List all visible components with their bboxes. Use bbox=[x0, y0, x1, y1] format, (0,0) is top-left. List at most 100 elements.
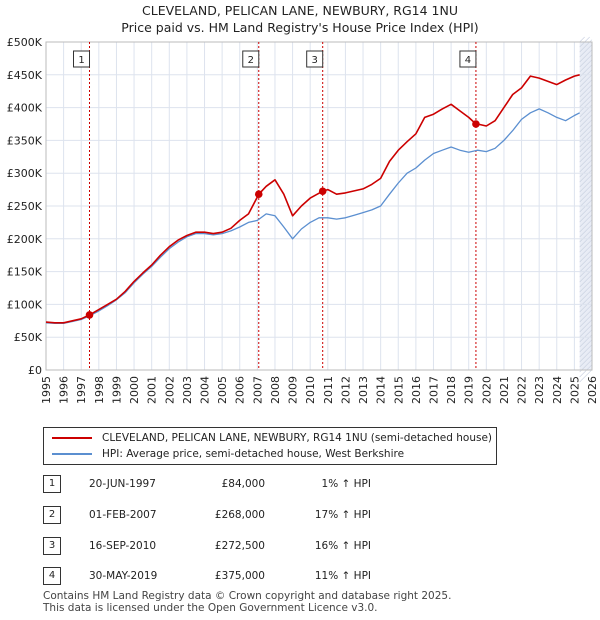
sale-price: £375,000 bbox=[214, 570, 265, 582]
future-hatch bbox=[579, 264, 593, 278]
future-hatch bbox=[579, 349, 593, 363]
y-tick-label: £350K bbox=[7, 134, 43, 147]
y-tick-label: £300K bbox=[7, 167, 43, 180]
future-hatch bbox=[579, 319, 593, 333]
future-hatch bbox=[579, 49, 593, 63]
y-tick-label: £250K bbox=[7, 200, 43, 213]
y-tick-label: £500K bbox=[7, 36, 43, 49]
x-tick-label: 2003 bbox=[181, 376, 194, 404]
x-tick-label: 2025 bbox=[568, 376, 581, 404]
sale-label-2: 2 bbox=[248, 55, 254, 66]
future-hatch bbox=[579, 329, 593, 343]
future-hatch bbox=[579, 149, 593, 163]
y-tick-label: £150K bbox=[7, 266, 43, 279]
legend-swatch-hpi bbox=[52, 453, 92, 455]
future-hatch bbox=[579, 279, 593, 293]
sale-date: 16-SEP-2010 bbox=[89, 540, 157, 552]
legend-label-property: CLEVELAND, PELICAN LANE, NEWBURY, RG14 1… bbox=[102, 432, 493, 444]
future-hatch bbox=[579, 79, 593, 93]
sale-number: 3 bbox=[43, 537, 61, 555]
x-tick-label: 2017 bbox=[427, 376, 440, 404]
x-tick-label: 2013 bbox=[357, 376, 370, 404]
future-hatch bbox=[579, 244, 593, 258]
future-hatch bbox=[579, 284, 593, 298]
future-hatch bbox=[579, 344, 593, 358]
future-hatch bbox=[579, 169, 593, 183]
sale-hpi-diff: 1% ↑ HPI bbox=[321, 478, 371, 490]
x-tick-label: 2001 bbox=[146, 376, 159, 404]
future-hatch bbox=[579, 209, 593, 223]
future-hatch bbox=[579, 59, 593, 73]
x-tick-label: 2012 bbox=[339, 376, 352, 404]
future-hatch bbox=[579, 179, 593, 193]
future-hatch bbox=[579, 234, 593, 248]
future-hatch bbox=[579, 69, 593, 83]
future-hatch bbox=[579, 364, 593, 378]
y-tick-label: £0 bbox=[28, 364, 42, 377]
sale-label-box-1 bbox=[73, 50, 91, 68]
x-tick-label: 2016 bbox=[410, 376, 423, 404]
y-tick-label: £50K bbox=[14, 331, 43, 344]
sale-point-2 bbox=[254, 190, 263, 198]
future-hatch bbox=[579, 174, 593, 188]
future-hatch bbox=[579, 229, 593, 243]
sale-hpi-diff: 11% ↑ HPI bbox=[314, 570, 371, 582]
sale-label-3: 3 bbox=[312, 55, 318, 66]
sale-number: 4 bbox=[43, 567, 61, 585]
sale-date: 30-MAY-2019 bbox=[89, 570, 158, 582]
future-hatch bbox=[579, 139, 593, 153]
y-tick-label: £400K bbox=[7, 102, 43, 115]
future-hatch bbox=[579, 54, 593, 68]
future-hatch bbox=[579, 114, 593, 128]
future-hatch bbox=[579, 119, 593, 133]
legend-item-hpi: HPI: Average price, semi-detached house,… bbox=[52, 446, 404, 462]
x-tick-label: 2023 bbox=[533, 376, 546, 404]
x-tick-label: 1995 bbox=[40, 376, 53, 404]
sale-point-1 bbox=[85, 311, 94, 319]
sale-point-3 bbox=[318, 187, 327, 196]
price-chart: £0 £50K £100K £150K £200K £250K £300K £350K £400… bbox=[7, 36, 599, 404]
future-hatch bbox=[579, 259, 593, 273]
future-hatch bbox=[579, 249, 593, 263]
sale-date: 01-FEB-2007 bbox=[89, 509, 157, 521]
sale-price: £268,000 bbox=[214, 509, 265, 521]
x-tick-label: 2020 bbox=[480, 376, 493, 404]
future-hatch bbox=[579, 299, 593, 313]
future-hatch bbox=[579, 74, 593, 88]
future-hatch bbox=[579, 36, 585, 43]
y-tick-label: £200K bbox=[7, 233, 43, 246]
plot-border bbox=[45, 41, 593, 371]
future-hatch bbox=[579, 254, 593, 268]
chart-title: CLEVELAND, PELICAN LANE, NEWBURY, RG14 1… bbox=[142, 3, 458, 18]
x-tick-label: 2018 bbox=[445, 376, 458, 404]
future-hatch bbox=[579, 339, 593, 353]
x-tick-label: 2007 bbox=[251, 376, 264, 404]
footer-copyright: Contains HM Land Registry data © Crown c… bbox=[43, 590, 452, 602]
series-line-hpi bbox=[45, 108, 580, 325]
x-tick-label: 1999 bbox=[110, 376, 123, 404]
future-hatch bbox=[579, 164, 593, 178]
future-hatch bbox=[579, 194, 593, 208]
future-hatch bbox=[579, 239, 593, 253]
sale-label-1: 1 bbox=[78, 55, 84, 66]
sale-label-box-3 bbox=[306, 50, 324, 68]
future-hatch bbox=[579, 89, 593, 103]
future-hatch bbox=[579, 224, 593, 238]
future-hatch bbox=[579, 204, 593, 218]
future-hatch bbox=[579, 289, 593, 303]
sale-hpi-diff: 17% ↑ HPI bbox=[314, 509, 371, 521]
x-tick-label: 2015 bbox=[392, 376, 405, 404]
future-hatch bbox=[579, 274, 593, 288]
future-hatch bbox=[579, 44, 593, 58]
x-tick-label: 2004 bbox=[199, 376, 212, 404]
x-tick-label: 2005 bbox=[216, 376, 229, 404]
x-tick-label: 1997 bbox=[75, 376, 88, 404]
future-hatch bbox=[579, 94, 593, 108]
future-hatch bbox=[579, 304, 593, 318]
future-hatch bbox=[579, 144, 593, 158]
future-hatch bbox=[579, 219, 593, 233]
x-tick-label: 2021 bbox=[498, 376, 511, 404]
future-hatch bbox=[579, 314, 593, 328]
legend-swatch-property bbox=[52, 437, 92, 439]
x-tick-label: 2010 bbox=[304, 376, 317, 404]
